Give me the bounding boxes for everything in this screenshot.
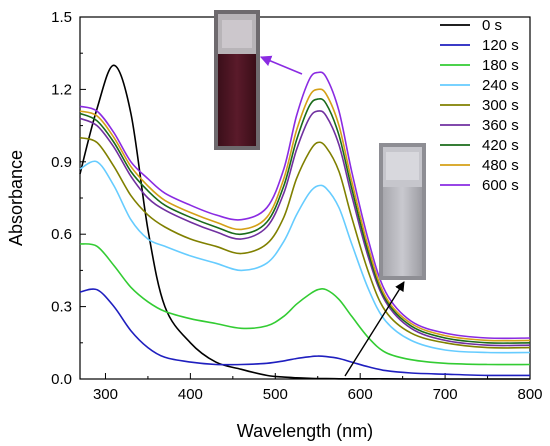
legend-label: 420 s [482,137,519,154]
series-line-2 [79,243,531,366]
x-tick-label: 500 [263,386,288,403]
y-axis-ticks: 0.0 0.3 0.6 0.9 1.2 1.5 [51,9,86,388]
series-line-7 [79,88,531,342]
x-tick-label: 300 [93,386,118,403]
series-line-1 [79,288,531,377]
series-line-4 [79,136,531,349]
series-layer [79,64,531,380]
series-line-3 [79,160,531,354]
series-line-0 [79,64,530,380]
x-tick-label: 600 [348,386,373,403]
y-axis-title: Absorbance [6,150,26,246]
y-tick-label: 0.0 [51,371,72,388]
inset-red-cuvette [214,10,260,150]
y-tick-label: 0.9 [51,154,72,171]
y-tick-label: 0.6 [51,226,72,243]
y-tick-label: 1.2 [51,81,72,98]
inset-clear-cuvette [379,143,426,280]
x-tick-label: 700 [433,386,458,403]
series-line-6 [79,98,531,344]
arrow-to-red-cuvette [259,55,303,75]
legend: 0 s 120 s 180 s 240 s 300 s 360 s 420 s 480 s 60… [440,17,519,194]
legend-label: 120 s [482,37,519,54]
legend-label: 0 s [482,17,502,34]
legend-label: 300 s [482,97,519,114]
legend-label: 360 s [482,117,519,134]
x-axis-ticks: 300 400 500 600 700 800 [93,373,543,403]
series-line-5 [79,110,531,347]
legend-label: 600 s [482,177,519,194]
y-tick-label: 0.3 [51,299,72,316]
legend-label: 480 s [482,157,519,174]
arrow-to-clear-cuvette [344,281,405,377]
y-tick-label: 1.5 [51,9,72,26]
x-tick-label: 800 [517,386,542,403]
legend-label: 240 s [482,77,519,94]
legend-label: 180 s [482,57,519,74]
x-axis-title: Wavelength (nm) [237,421,373,441]
x-tick-label: 400 [178,386,203,403]
